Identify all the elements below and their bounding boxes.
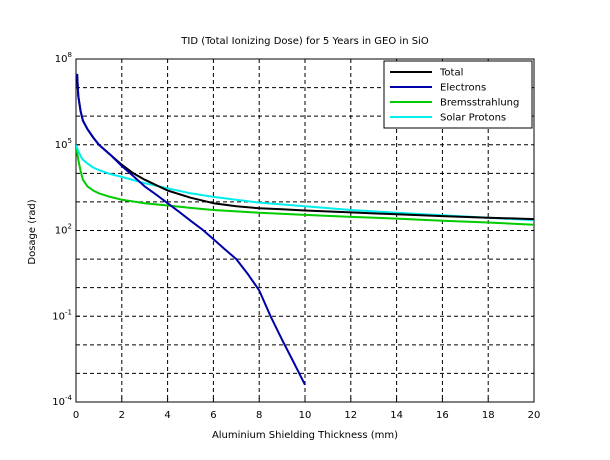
x-tick-label: 4 [164,410,170,421]
x-tick-label: 0 [73,410,79,421]
x-tick-label: 8 [256,410,262,421]
y-tick-label: 108 [55,51,72,65]
x-axis-label: Aluminium Shielding Thickness (mm) [212,430,398,441]
y-tick-label: 102 [55,223,72,237]
series-line-bremsstrahlung [76,145,534,226]
legend-label-bremsstrahlung: Bremsstrahlung [440,98,519,109]
chart-title: TID (Total Ionizing Dose) for 5 Years in… [180,36,429,47]
x-tick-label: 14 [390,410,403,421]
x-tick-label: 18 [482,410,495,421]
legend-label-total: Total [439,68,463,79]
legend-label-solar-protons: Solar Protons [440,113,506,124]
legend-label-electrons: Electrons [440,83,486,94]
y-tick-label: 10-1 [52,308,72,322]
x-tick-label: 6 [210,410,216,421]
x-tick-label: 20 [528,410,541,421]
y-tick-label: 10-4 [52,394,72,408]
series-line-electrons [76,73,306,386]
y-tick-label: 105 [55,137,72,151]
axis-ticks: 0 2 4 6 8 10 12 14 16 18 20 10-4 10-1 102 105 108 [52,51,540,421]
x-tick-label: 10 [299,410,312,421]
y-axis-label: Dosage (rad) [27,199,38,264]
x-tick-label: 2 [119,410,125,421]
legend: Total Electrons Bremsstrahlung Solar Proton… [383,60,533,129]
x-tick-label: 16 [436,410,449,421]
series-lines [76,73,534,386]
x-tick-label: 12 [344,410,357,421]
